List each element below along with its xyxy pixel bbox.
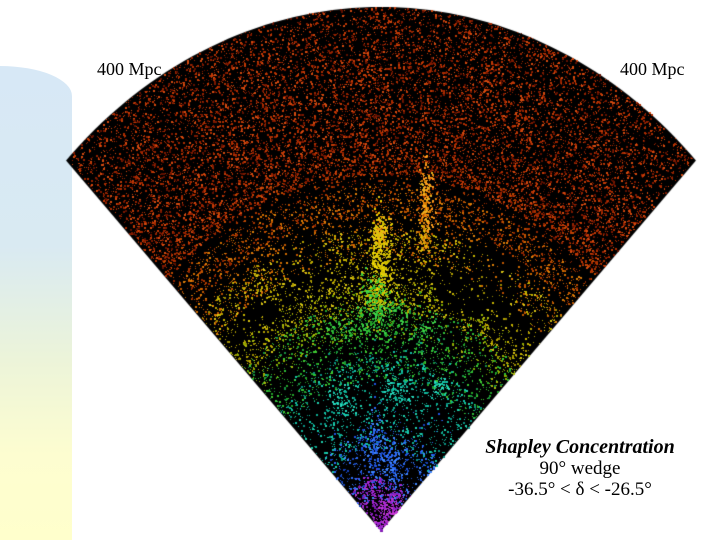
caption-title: Shapley Concentration xyxy=(485,436,675,458)
caption: Shapley Concentration 90° wedge -36.5° <… xyxy=(452,436,708,500)
caption-declination-range: -36.5° < δ < -26.5° xyxy=(508,479,652,500)
caption-wedge-angle: 90° wedge xyxy=(539,458,621,479)
radial-scale-label-right: 400 Mpc xyxy=(620,59,685,79)
radial-scale-label-left: 400 Mpc xyxy=(97,59,162,79)
